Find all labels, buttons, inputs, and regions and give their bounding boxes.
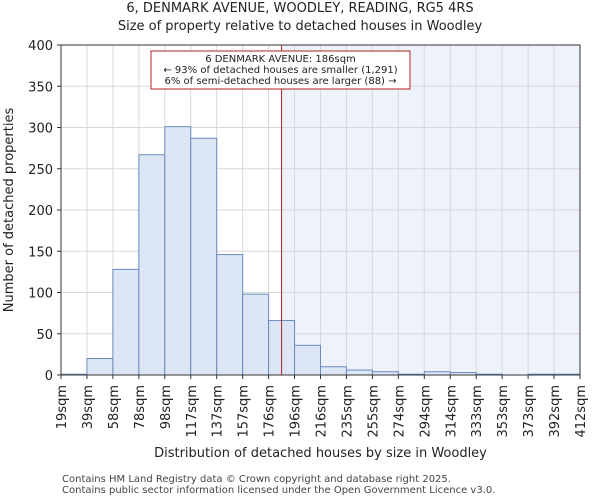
- histogram-bar: [294, 344, 321, 376]
- histogram-bar: [86, 358, 114, 376]
- y-tick-label: 0: [45, 369, 53, 384]
- chart-subtitle: Size of property relative to detached ho…: [117, 19, 483, 34]
- x-tick-label: 314sqm: [444, 385, 459, 438]
- x-tick-label: 333sqm: [470, 385, 485, 438]
- x-tick-label: 98sqm: [159, 385, 174, 429]
- x-tick-label: 19sqm: [55, 385, 70, 429]
- annotation-line-1: 6 DENMARK AVENUE: 186sqm: [205, 54, 356, 65]
- histogram-bar: [138, 154, 166, 376]
- y-tick-label: 400: [28, 39, 53, 54]
- y-tick-label: 200: [28, 204, 53, 219]
- y-tick-label: 50: [36, 328, 53, 343]
- x-tick-label: 294sqm: [418, 385, 433, 438]
- x-tick-label: 137sqm: [211, 385, 226, 438]
- x-tick-label: 58sqm: [107, 385, 122, 429]
- histogram-bar: [112, 268, 140, 376]
- y-tick-label: 150: [28, 245, 53, 260]
- x-tick-label: 176sqm: [263, 385, 278, 438]
- annotation-box: [150, 50, 411, 90]
- y-tick-label: 100: [28, 287, 53, 302]
- histogram-bar: [164, 126, 192, 376]
- x-tick-label: 392sqm: [548, 385, 563, 438]
- x-tick-label: 39sqm: [81, 385, 96, 429]
- x-tick-label: 157sqm: [237, 385, 252, 438]
- y-tick-label: 250: [28, 163, 53, 178]
- histogram-bar: [216, 254, 244, 376]
- y-tick-label: 350: [28, 80, 53, 95]
- x-tick-label: 235sqm: [340, 385, 355, 438]
- chart-title-address: 6, DENMARK AVENUE, WOODLEY, READING, RG5…: [126, 1, 474, 16]
- x-tick-label: 373sqm: [522, 385, 537, 438]
- footer-copyright: Contains HM Land Registry data © Crown c…: [62, 474, 451, 485]
- y-tick-label: 300: [28, 122, 53, 137]
- histogram-bar: [242, 293, 270, 376]
- x-axis-label: Distribution of detached houses by size …: [154, 446, 487, 461]
- histogram-bar: [320, 366, 347, 376]
- x-tick-label: 78sqm: [133, 385, 148, 429]
- annotation-line-2: ← 93% of detached houses are smaller (1,…: [163, 65, 397, 76]
- x-tick-label: 196sqm: [289, 385, 304, 438]
- footer-licence: Contains public sector information licen…: [62, 485, 496, 496]
- x-tick-label: 412sqm: [574, 385, 589, 438]
- histogram-bar: [190, 137, 218, 376]
- x-tick-label: 274sqm: [392, 385, 407, 438]
- x-tick-label: 353sqm: [496, 385, 511, 438]
- x-tick-label: 255sqm: [366, 385, 381, 438]
- y-axis-label: Number of detached properties: [2, 108, 17, 313]
- x-tick-label: 117sqm: [185, 385, 200, 438]
- x-tick-label: 216sqm: [315, 385, 330, 438]
- annotation-line-3: 6% of semi-detached houses are larger (8…: [164, 76, 396, 87]
- histogram-bar: [345, 369, 373, 376]
